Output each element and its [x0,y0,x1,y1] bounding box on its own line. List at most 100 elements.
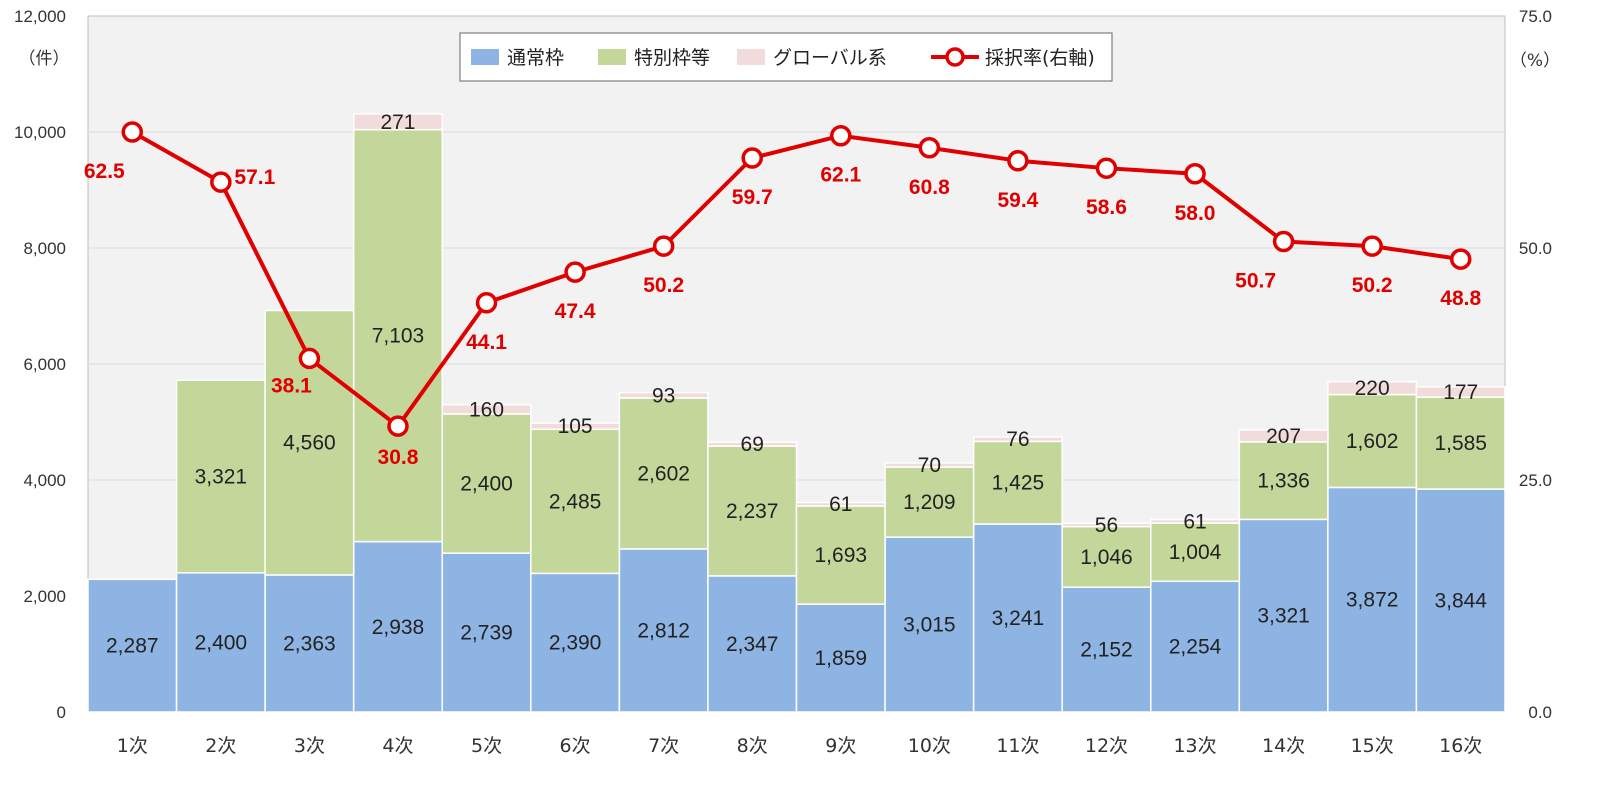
bar-value-label: 3,844 [1434,590,1487,613]
bar-value-label: 2,287 [106,635,159,658]
bar-value-label: 70 [918,454,941,477]
line-point [741,147,763,169]
line-point [1095,157,1118,179]
bar-特別枠等 [884,466,975,538]
bar-特別枠等 [175,379,266,574]
line-point [830,124,852,147]
bar-value-label: 61 [829,493,852,516]
line-value-label: 62.1 [820,164,861,187]
bar-value-label: 2,400 [460,473,513,496]
bar-グローバル系 [795,501,886,507]
line-point [298,347,321,370]
y-right-tick-label: 0.0 [1528,703,1552,722]
y-left-tick-label: 4,000 [23,471,66,490]
bar-value-label: 160 [469,398,504,421]
bar-value-label: 2,237 [726,500,779,523]
bar-特別枠等 [1150,522,1241,583]
bar-value-label: 3,241 [992,607,1045,630]
bar-value-label: 1,585 [1434,432,1487,455]
bar-通常枠 [707,575,798,713]
bar-特別枠等 [441,413,532,554]
line-value-label: 62.5 [84,160,125,183]
legend-label: 通常枠 [507,47,564,69]
bar-value-label: 1,004 [1169,541,1222,564]
bar-value-label: 2,602 [637,462,690,485]
legend-swatch [598,49,626,65]
bar-value-label: 2,400 [195,631,248,654]
legend-label: グローバル系 [773,47,887,69]
line-value-label: 58.6 [1086,196,1127,219]
bar-value-label: 2,485 [549,490,602,513]
x-tick-label: 7次 [648,735,679,757]
bar-通常枠 [1327,486,1418,713]
bar-value-label: 69 [741,433,764,456]
y-left-tick-label: 0 [57,703,66,722]
bar-value-label: 61 [1183,510,1206,533]
bar-value-label: 1,425 [992,472,1045,495]
bar-特別枠等 [707,445,798,577]
bar-特別枠等 [618,397,709,550]
line-value-label: 59.7 [732,186,773,209]
bar-value-label: 1,209 [903,491,956,514]
bar-value-label: 220 [1355,377,1390,400]
bar-value-label: 1,046 [1080,546,1133,569]
line-point [1007,150,1029,172]
x-tick-label: 13次 [1173,735,1216,757]
bar-value-label: 207 [1266,425,1301,448]
bar-value-label: 93 [652,384,675,407]
line-採択率(右軸) [131,130,1462,429]
line-point [475,292,498,314]
y-left-tick-label: 2,000 [23,587,66,606]
bar-value-label: 76 [1006,428,1029,451]
x-tick-label: 9次 [825,735,856,757]
x-tick-label: 14次 [1262,735,1305,757]
y-left-tick-label: 10,000 [14,123,66,142]
bar-value-label: 2,812 [637,619,690,642]
legend-swatch [737,49,765,65]
x-tick-label: 12次 [1085,735,1128,757]
legend-label: 特別枠等 [634,47,710,69]
bar-グローバル系 [1415,386,1506,398]
bar-グローバル系 [972,436,1063,443]
bar-value-label: 3,321 [1257,605,1310,628]
line-value-label: 50.7 [1235,270,1276,293]
line-value-label: 57.1 [234,166,275,189]
bar-通常枠 [1415,488,1506,713]
line-value-label: 48.8 [1440,287,1481,310]
bar-value-label: 105 [558,415,593,438]
bar-特別枠等 [1415,396,1506,490]
y-left-unit: （件） [19,49,70,69]
x-tick-label: 11次 [996,735,1039,757]
x-tick-label: 2次 [205,735,236,757]
x-tick-label: 4次 [382,735,413,757]
bar-value-label: 1,602 [1346,430,1399,453]
line-point [1361,235,1383,257]
bar-value-label: 177 [1443,381,1478,404]
bar-value-label: 2,390 [549,632,602,655]
bar-通常枠 [87,578,178,713]
bar-特別枠等 [1061,525,1152,588]
bar-value-label: 3,872 [1346,589,1399,612]
bar-value-label: 2,254 [1169,636,1222,659]
x-tick-label: 15次 [1351,735,1394,757]
line-value-label: 38.1 [271,374,312,397]
bar-特別枠等 [795,505,886,605]
bar-value-label: 2,152 [1080,639,1133,662]
bar-通常枠 [530,572,621,713]
line-value-label: 44.1 [466,331,507,354]
bar-value-label: 1,693 [815,544,868,567]
legend-marker [945,47,965,67]
line-point [918,137,941,159]
bar-value-label: 2,363 [283,632,336,655]
line-value-label: 47.4 [555,300,596,323]
line-point [121,121,144,143]
bar-特別枠等 [972,440,1063,525]
bar-value-label: 1,859 [815,647,868,670]
y-right-unit: （%） [1510,51,1560,71]
legend-box [459,32,1113,82]
line-point [1272,230,1295,253]
x-tick-label: 8次 [737,735,768,757]
x-tick-label: 6次 [560,735,591,757]
bar-value-label: 56 [1095,514,1118,537]
bar-グローバル系 [530,422,621,431]
